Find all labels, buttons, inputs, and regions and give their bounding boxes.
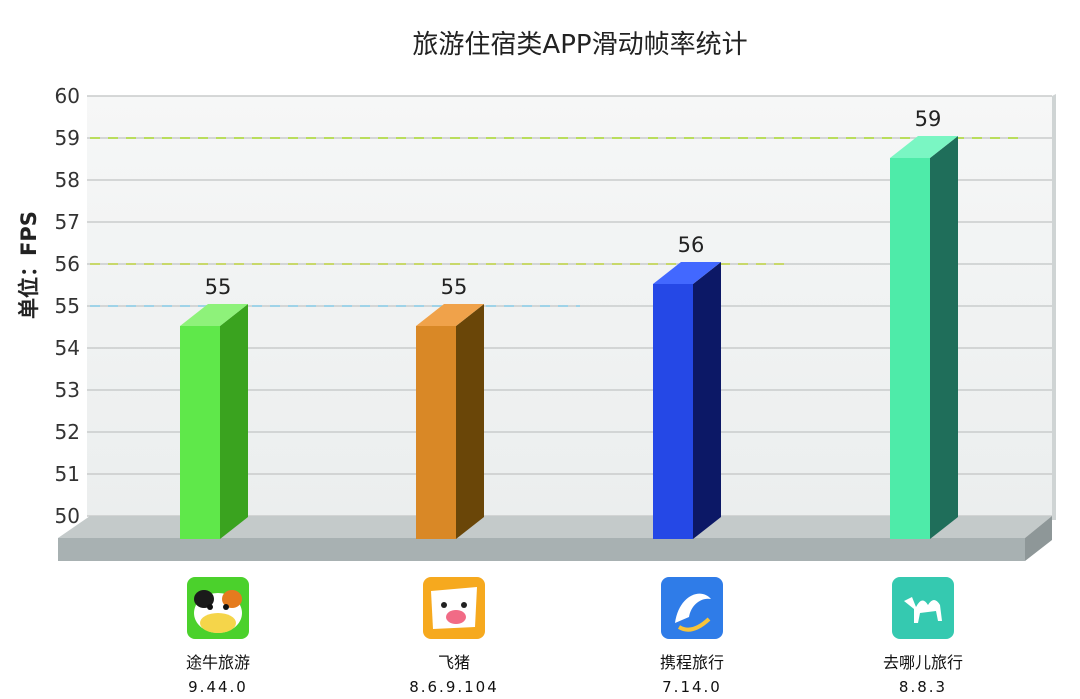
cow-eye bbox=[223, 604, 229, 610]
x-category-version: 8.8.3 bbox=[899, 678, 947, 696]
bar-2 bbox=[416, 304, 484, 539]
bar-front bbox=[653, 284, 693, 539]
plot-area: 50 51 52 53 54 55 56 57 58 59 60 55 55 56 59 途牛旅游 9.44.0… bbox=[55, 84, 1056, 696]
data-label: 55 bbox=[441, 275, 468, 299]
bar-side bbox=[930, 136, 958, 539]
ctrip-dolphin-icon bbox=[661, 577, 723, 639]
dolphin-body bbox=[675, 593, 711, 623]
chart-title: 旅游住宿类APP滑动帧率统计 bbox=[412, 30, 747, 60]
y-tick-label: 53 bbox=[55, 378, 80, 402]
bar-4 bbox=[890, 136, 958, 539]
cow-patch bbox=[194, 590, 214, 608]
data-label: 59 bbox=[915, 107, 942, 131]
chart-floor-front bbox=[58, 538, 1025, 561]
bar-front bbox=[416, 326, 456, 539]
bar-side bbox=[693, 262, 721, 539]
pig-eye bbox=[461, 602, 467, 608]
data-label: 56 bbox=[678, 233, 705, 257]
dolphin-wave bbox=[677, 617, 711, 632]
y-tick-label: 59 bbox=[55, 126, 80, 150]
y-tick-label: 51 bbox=[55, 462, 80, 486]
qunar-camel-icon bbox=[892, 577, 954, 639]
bar-top bbox=[180, 304, 248, 326]
cow-eye bbox=[207, 604, 213, 610]
y-tick-label: 60 bbox=[55, 84, 80, 108]
bar-3 bbox=[653, 262, 721, 539]
y-tick-label: 54 bbox=[55, 336, 80, 360]
x-category-version: 7.14.0 bbox=[662, 678, 722, 696]
bar-top bbox=[653, 262, 721, 284]
chart-side-wall bbox=[1052, 94, 1056, 520]
chart-floor-top bbox=[58, 516, 1052, 538]
y-tick-label: 58 bbox=[55, 168, 80, 192]
y-tick-label: 50 bbox=[55, 504, 80, 528]
bar-top bbox=[416, 304, 484, 326]
bar-side bbox=[456, 304, 484, 539]
bar-front bbox=[890, 158, 930, 539]
y-tick-label: 57 bbox=[55, 210, 80, 234]
fliggy-pig-icon bbox=[423, 577, 485, 639]
chart-floor-side bbox=[1025, 516, 1052, 561]
y-tick-label: 56 bbox=[55, 252, 80, 276]
y-tick-label: 52 bbox=[55, 420, 80, 444]
bar-top bbox=[890, 136, 958, 158]
x-category-version: 8.6.9.104 bbox=[409, 678, 499, 696]
tuniu-cow-icon bbox=[187, 577, 249, 639]
cow-patch bbox=[222, 590, 242, 608]
x-category-name: 飞猪 bbox=[438, 653, 470, 672]
x-category-name: 携程旅行 bbox=[660, 653, 724, 672]
pig-eye bbox=[441, 602, 447, 608]
cow-nose bbox=[200, 613, 236, 633]
pig-nose bbox=[446, 610, 466, 624]
x-category-name: 途牛旅游 bbox=[186, 653, 250, 672]
y-tick-label: 55 bbox=[55, 294, 80, 318]
bar-front bbox=[180, 326, 220, 539]
camel-shape bbox=[904, 597, 942, 623]
x-category-name: 去哪儿旅行 bbox=[883, 653, 963, 672]
bar-1 bbox=[180, 304, 248, 539]
y-axis-label: 单位：FPS bbox=[17, 211, 41, 319]
x-category-version: 9.44.0 bbox=[188, 678, 248, 696]
data-label: 55 bbox=[205, 275, 232, 299]
bar-side bbox=[220, 304, 248, 539]
